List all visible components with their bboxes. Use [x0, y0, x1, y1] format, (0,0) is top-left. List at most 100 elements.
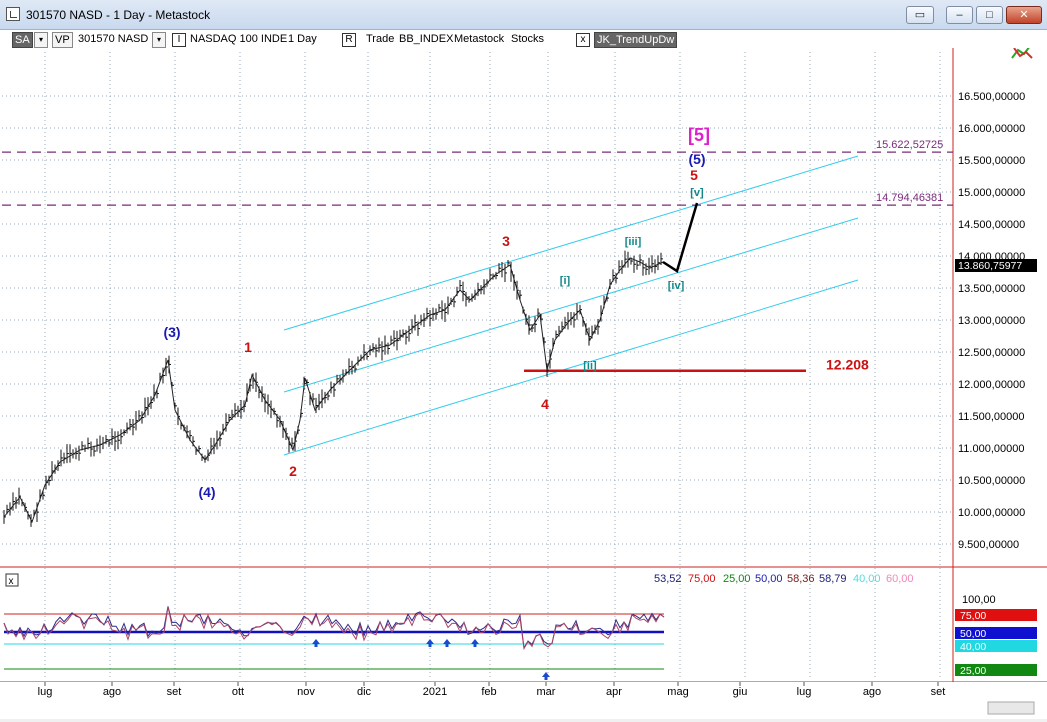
trend-channel	[283, 155, 859, 456]
time-tick-label: set	[167, 686, 182, 698]
wave-label: [ii]	[583, 360, 597, 372]
periodicity: 1 Day	[288, 33, 317, 45]
template-close-checkbox[interactable]: x	[576, 33, 590, 47]
time-tick-label: lug	[38, 686, 53, 698]
price-tick-label: 14.500,00000	[958, 219, 1025, 231]
price-tick-label: 10.000,00000	[958, 507, 1025, 519]
price-tick-label: 12.000,00000	[958, 379, 1025, 391]
indicator-axis-tag	[955, 627, 1037, 639]
maximize-button[interactable]: □	[976, 6, 1003, 24]
indicator-value: 25,00	[723, 573, 751, 585]
wave-label: 2	[289, 463, 297, 479]
wave-label: 5	[690, 167, 698, 183]
price-tick-label: 13.500,00000	[958, 283, 1025, 295]
price-tick-label: 15.500,00000	[958, 155, 1025, 167]
security-dropdown-icon[interactable]: ▾	[152, 32, 166, 48]
time-tick-label: lug	[797, 686, 812, 698]
price-path	[3, 257, 664, 524]
indicator-value: 40,00	[853, 573, 881, 585]
wave-label: (5)	[688, 151, 705, 167]
time-tick-label: dic	[357, 686, 372, 698]
indicator-value: 58,36	[787, 573, 815, 585]
sa-button[interactable]: SA	[12, 32, 33, 48]
last-price-tag	[955, 259, 1037, 272]
indicator-line-signal	[3, 606, 665, 651]
wave-labels: (3) (4) 1 2 3 4 5(5) [5] [i] [ii] [iii] [iv] [v]	[163, 125, 710, 500]
horizontal-scrollbar	[987, 701, 1035, 715]
wave-label: [v]	[690, 187, 704, 199]
time-axis: lug ago set ott nov dic 2021 feb mar apr mag giu lug…	[0, 682, 1047, 719]
buy-arrow-icon	[426, 639, 434, 647]
toolbar-type-label: Stocks	[511, 33, 545, 45]
buy-arrow-icon	[542, 672, 550, 680]
wave-label: 1	[244, 339, 252, 355]
trend-arrows-icon[interactable]	[1011, 48, 1033, 59]
target-level-label-1: 15.622,52725	[876, 139, 943, 151]
time-tick-label: set	[931, 686, 946, 698]
channel-middle-line	[283, 217, 859, 393]
wave-label: [i]	[560, 275, 571, 287]
indicator-axis-tag-text: 40,00	[960, 641, 986, 653]
wave-label: (4)	[198, 484, 215, 500]
indicator-value: 75,00	[688, 573, 716, 585]
price-tick-label: 11.000,00000	[958, 443, 1024, 455]
time-tick-label: nov	[297, 686, 315, 698]
indicator-value: 50,00	[755, 573, 783, 585]
time-tick-label: apr	[606, 686, 622, 698]
toolbar-source-label: Metastock	[454, 33, 505, 45]
indicator-axis-tag-text: 25,00	[960, 665, 986, 677]
buy-arrow-icon	[471, 639, 479, 647]
toolbar-trade-label: Trade	[366, 33, 395, 45]
restore-window-button[interactable]: ▭	[906, 6, 934, 24]
wave-label: 3	[502, 233, 510, 249]
indicator-close-icon[interactable]: x	[9, 576, 14, 587]
expert-checkbox[interactable]: R	[342, 33, 356, 47]
channel-lower-line	[283, 279, 859, 456]
security-name: NASDAQ 100 INDE	[190, 33, 288, 45]
wave-label: (3)	[163, 324, 180, 340]
time-tick-label: ago	[863, 686, 881, 698]
indicator-value: 58,79	[819, 573, 847, 585]
indicator-axis-label: 100,00	[962, 594, 996, 606]
indicator-axis-tag-text: 75,00	[960, 610, 986, 622]
channel-upper-line	[283, 155, 859, 331]
time-tick-label: giu	[733, 686, 748, 698]
buy-arrow-icon	[312, 639, 320, 647]
price-axis-labels: 16.500,00000 16.000,00000 15.500,00000 15.0…	[958, 91, 1025, 551]
indicator-value: 60,00	[886, 573, 914, 585]
buy-arrow-icon	[443, 639, 451, 647]
price-chart[interactable]: 16.500,00000 16.000,00000 15.500,00000 15.0…	[0, 48, 1047, 682]
projection-path	[662, 202, 699, 273]
price-tick-label: 15.000,00000	[958, 187, 1025, 199]
chart-toolbar: SA ▾ VP 301570 NASD ▾ I NASDAQ 100 INDE …	[0, 30, 1047, 48]
vp-button[interactable]: VP	[52, 32, 73, 48]
price-tick-label: 10.500,00000	[958, 475, 1025, 487]
indicator-close-checkbox[interactable]	[5, 573, 19, 587]
interval-checkbox[interactable]: I	[172, 33, 186, 47]
wave-label: [iii]	[625, 236, 642, 248]
security-symbol: 301570 NASD	[78, 33, 149, 45]
support-label: 12.208	[826, 357, 869, 373]
price-tick-label: 13.000,00000	[958, 315, 1025, 327]
minimize-button[interactable]: –	[946, 6, 973, 24]
price-tick-label: 12.500,00000	[958, 347, 1025, 359]
grid	[2, 52, 953, 680]
time-axis-svg: lug ago set ott nov dic 2021 feb mar apr mag giu lug…	[38, 682, 1035, 715]
indicator-axis-tag-text: 50,00	[960, 628, 986, 640]
close-button[interactable]: ✕	[1006, 6, 1042, 24]
time-tick-label: ago	[103, 686, 121, 698]
indicator-axis-tag	[955, 640, 1037, 652]
sa-dropdown-icon[interactable]: ▾	[34, 32, 48, 48]
price-tick-label: 11.500,00000	[958, 411, 1024, 423]
wave-label: 4	[541, 396, 549, 412]
time-tick-label: feb	[481, 686, 496, 698]
template-name-button[interactable]: JK_TrendUpDw	[594, 32, 678, 48]
last-price-text: 13.860,75977	[958, 260, 1022, 272]
time-tick-label: mar	[537, 686, 556, 698]
toolbar-folder-label: BB_INDEX	[399, 33, 454, 45]
wave-label: [5]	[688, 125, 710, 145]
indicator-values: 53,52 75,00 25,00 50,00 58,36 58,79 40,00 60,00	[654, 573, 914, 585]
price-tick-label: 16.000,00000	[958, 123, 1025, 135]
window-title: 301570 NASD - 1 Day - Metastock	[26, 8, 211, 22]
